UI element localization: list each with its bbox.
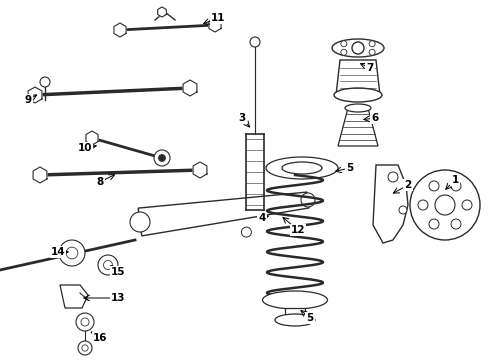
Circle shape xyxy=(301,193,315,207)
Text: 5: 5 xyxy=(346,163,354,173)
Ellipse shape xyxy=(266,157,338,179)
Circle shape xyxy=(154,150,170,166)
Text: 15: 15 xyxy=(111,267,125,277)
Circle shape xyxy=(40,77,50,87)
Polygon shape xyxy=(138,192,309,236)
Text: 5: 5 xyxy=(306,313,314,323)
Ellipse shape xyxy=(282,162,322,174)
Text: 6: 6 xyxy=(371,113,379,123)
Circle shape xyxy=(429,181,439,191)
Ellipse shape xyxy=(345,104,371,112)
Circle shape xyxy=(451,219,461,229)
Circle shape xyxy=(388,172,398,182)
Polygon shape xyxy=(86,131,98,145)
Polygon shape xyxy=(285,308,305,320)
Circle shape xyxy=(81,318,89,326)
Ellipse shape xyxy=(332,39,384,57)
Circle shape xyxy=(369,49,375,55)
Circle shape xyxy=(341,41,347,47)
Circle shape xyxy=(352,42,364,54)
Circle shape xyxy=(78,341,92,355)
Circle shape xyxy=(435,195,455,215)
Circle shape xyxy=(76,313,94,331)
Circle shape xyxy=(399,206,407,214)
Polygon shape xyxy=(158,7,166,17)
Ellipse shape xyxy=(334,88,382,102)
Polygon shape xyxy=(209,18,221,32)
Circle shape xyxy=(462,200,472,210)
Circle shape xyxy=(451,181,461,191)
Text: 16: 16 xyxy=(93,333,107,343)
Polygon shape xyxy=(373,165,408,243)
Text: 3: 3 xyxy=(238,113,245,123)
Polygon shape xyxy=(336,60,380,95)
Circle shape xyxy=(159,155,165,161)
Text: 8: 8 xyxy=(97,177,103,187)
Circle shape xyxy=(242,227,251,237)
Circle shape xyxy=(59,240,85,266)
Circle shape xyxy=(130,212,150,232)
Ellipse shape xyxy=(275,314,315,326)
Polygon shape xyxy=(193,162,207,178)
Text: 12: 12 xyxy=(291,225,305,235)
Polygon shape xyxy=(183,80,197,96)
Text: 9: 9 xyxy=(24,95,31,105)
Text: 11: 11 xyxy=(211,13,225,23)
Polygon shape xyxy=(114,23,126,37)
Polygon shape xyxy=(338,108,378,146)
Circle shape xyxy=(410,170,480,240)
Text: 1: 1 xyxy=(451,175,459,185)
Circle shape xyxy=(369,41,375,47)
Text: 10: 10 xyxy=(78,143,92,153)
Ellipse shape xyxy=(263,291,327,309)
Circle shape xyxy=(429,219,439,229)
Circle shape xyxy=(341,49,347,55)
Text: 7: 7 xyxy=(367,63,374,73)
Text: 14: 14 xyxy=(50,247,65,257)
Text: 4: 4 xyxy=(258,213,266,223)
Circle shape xyxy=(418,200,428,210)
Circle shape xyxy=(82,345,88,351)
Text: 2: 2 xyxy=(404,180,412,190)
Polygon shape xyxy=(33,167,47,183)
Text: 13: 13 xyxy=(111,293,125,303)
Polygon shape xyxy=(28,87,42,103)
Circle shape xyxy=(66,247,78,259)
Circle shape xyxy=(250,37,260,47)
Circle shape xyxy=(103,261,113,270)
Circle shape xyxy=(98,255,118,275)
Polygon shape xyxy=(60,285,88,308)
